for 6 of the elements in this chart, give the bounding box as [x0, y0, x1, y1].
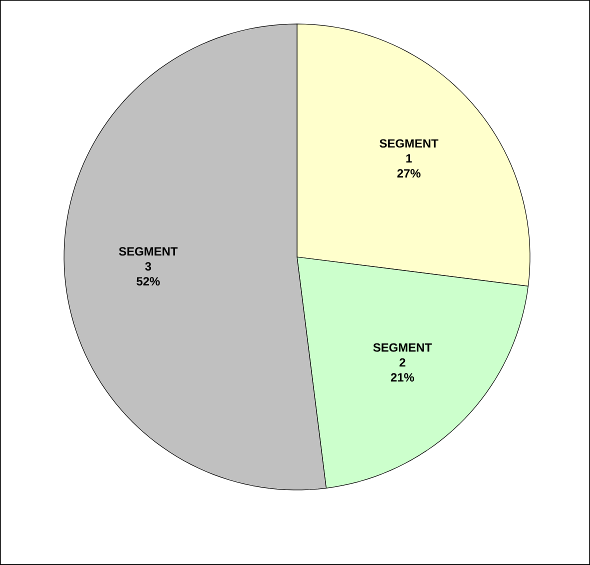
slice-label: SEGMENT 2 — [373, 343, 432, 367]
slice-label: SEGMENT 3 — [118, 247, 178, 271]
data-label: 27% — [397, 169, 421, 178]
slice-label: SEGMENT 1 — [380, 139, 438, 162]
data-label: 21% — [390, 373, 414, 382]
data-label: 52% — [136, 277, 160, 286]
